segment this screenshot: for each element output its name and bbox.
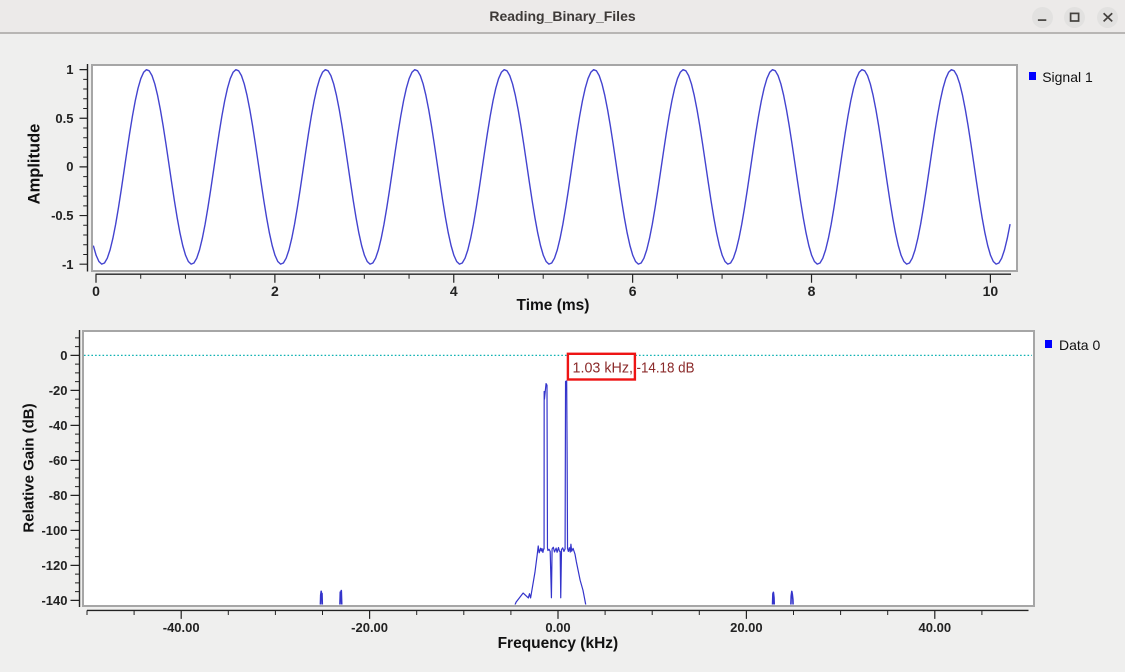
svg-text:1.03 kHz,: 1.03 kHz, [573,360,634,376]
svg-text:-14.18 dB: -14.18 dB [637,360,695,376]
